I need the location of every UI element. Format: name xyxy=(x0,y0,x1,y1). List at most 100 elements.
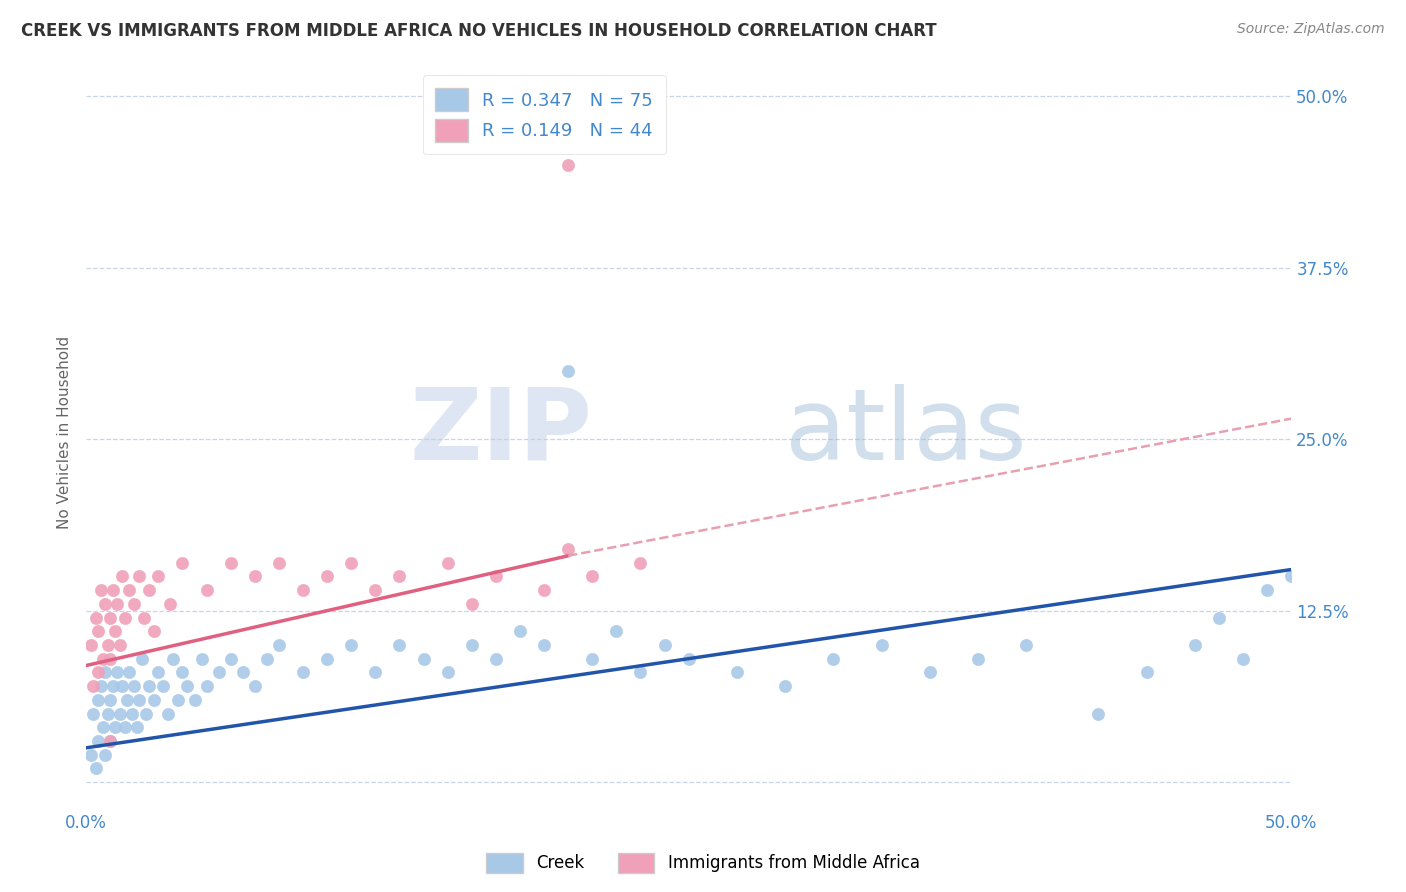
Point xyxy=(114,610,136,624)
Point xyxy=(94,665,117,680)
Point xyxy=(82,679,104,693)
Point xyxy=(98,651,121,665)
Point xyxy=(267,638,290,652)
Point xyxy=(172,556,194,570)
Point xyxy=(557,158,579,172)
Point xyxy=(243,679,266,693)
Point xyxy=(107,597,129,611)
Point xyxy=(509,624,531,639)
Point xyxy=(219,556,242,570)
Point xyxy=(118,665,141,680)
Point xyxy=(162,651,184,665)
Point xyxy=(557,541,579,556)
Point xyxy=(461,597,484,611)
Point xyxy=(773,679,796,693)
Point xyxy=(172,665,194,680)
Point xyxy=(870,638,893,652)
Point xyxy=(1279,569,1302,583)
Y-axis label: No Vehicles in Household: No Vehicles in Household xyxy=(58,335,72,529)
Point xyxy=(412,651,434,665)
Point xyxy=(87,624,110,639)
Point xyxy=(1208,610,1230,624)
Point xyxy=(80,747,103,762)
Point xyxy=(98,734,121,748)
Point xyxy=(138,679,160,693)
Point xyxy=(388,638,411,652)
Point xyxy=(101,679,124,693)
Text: CREEK VS IMMIGRANTS FROM MIDDLE AFRICA NO VEHICLES IN HOUSEHOLD CORRELATION CHAR: CREEK VS IMMIGRANTS FROM MIDDLE AFRICA N… xyxy=(21,22,936,40)
Point xyxy=(725,665,748,680)
Point xyxy=(90,679,112,693)
Point xyxy=(316,569,339,583)
Point xyxy=(340,638,363,652)
Point xyxy=(557,363,579,377)
Point xyxy=(436,665,458,680)
Text: atlas: atlas xyxy=(785,384,1026,481)
Point xyxy=(485,651,508,665)
Point xyxy=(138,583,160,598)
Point xyxy=(195,583,218,598)
Point xyxy=(1184,638,1206,652)
Point xyxy=(87,734,110,748)
Point xyxy=(533,638,555,652)
Point xyxy=(176,679,198,693)
Point xyxy=(967,651,990,665)
Point xyxy=(84,761,107,775)
Point xyxy=(142,693,165,707)
Point xyxy=(485,569,508,583)
Point xyxy=(581,569,603,583)
Point xyxy=(97,638,120,652)
Point xyxy=(243,569,266,583)
Point xyxy=(104,624,127,639)
Point xyxy=(98,693,121,707)
Point xyxy=(533,583,555,598)
Point xyxy=(232,665,254,680)
Point xyxy=(87,665,110,680)
Point xyxy=(124,679,146,693)
Point xyxy=(107,665,129,680)
Point xyxy=(94,597,117,611)
Point xyxy=(84,610,107,624)
Point xyxy=(219,651,242,665)
Point xyxy=(118,583,141,598)
Point xyxy=(94,747,117,762)
Point xyxy=(80,638,103,652)
Point xyxy=(111,569,134,583)
Point xyxy=(436,556,458,570)
Point xyxy=(91,720,114,734)
Point xyxy=(364,583,387,598)
Point xyxy=(1256,583,1278,598)
Point xyxy=(108,638,131,652)
Point xyxy=(316,651,339,665)
Point xyxy=(292,665,315,680)
Point xyxy=(1015,638,1038,652)
Point xyxy=(125,720,148,734)
Point xyxy=(292,583,315,598)
Point xyxy=(91,651,114,665)
Point xyxy=(388,569,411,583)
Point xyxy=(1232,651,1254,665)
Point xyxy=(195,679,218,693)
Point xyxy=(191,651,214,665)
Point xyxy=(605,624,627,639)
Point xyxy=(82,706,104,721)
Point xyxy=(98,734,121,748)
Point xyxy=(115,693,138,707)
Point xyxy=(104,720,127,734)
Point xyxy=(131,651,153,665)
Point xyxy=(256,651,278,665)
Point xyxy=(101,583,124,598)
Text: ZIP: ZIP xyxy=(409,384,592,481)
Point xyxy=(364,665,387,680)
Point xyxy=(1136,665,1159,680)
Point xyxy=(128,693,150,707)
Point xyxy=(114,720,136,734)
Point xyxy=(183,693,205,707)
Point xyxy=(918,665,941,680)
Legend: R = 0.347   N = 75, R = 0.149   N = 44: R = 0.347 N = 75, R = 0.149 N = 44 xyxy=(423,76,665,154)
Point xyxy=(630,665,652,680)
Point xyxy=(97,706,120,721)
Point xyxy=(98,610,121,624)
Text: Source: ZipAtlas.com: Source: ZipAtlas.com xyxy=(1237,22,1385,37)
Point xyxy=(166,693,188,707)
